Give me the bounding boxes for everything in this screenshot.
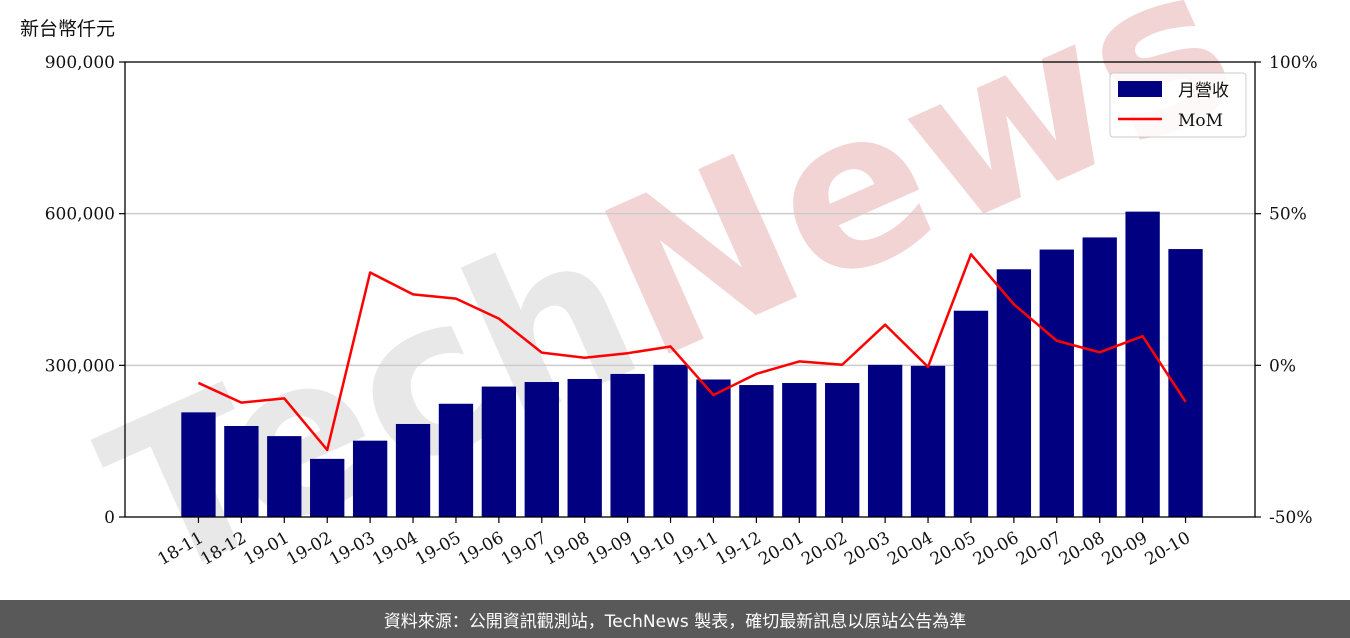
bar (224, 426, 259, 517)
x-tick-label: 20-04 (884, 528, 936, 570)
bar (696, 379, 731, 517)
source-footer: 資料來源：公開資訊觀測站，TechNews 製表，確切最新訊息以原站公告為準 (0, 600, 1350, 638)
x-tick-label: 20-06 (970, 528, 1022, 570)
bar-series (181, 211, 1203, 517)
plot-frame (124, 61, 1256, 518)
x-tick-label: 19-11 (670, 528, 722, 570)
mom-line (197, 253, 1187, 452)
bar (653, 364, 688, 517)
watermark-news: News (569, 0, 1267, 409)
legend-label-revenue: 月營收 (1178, 81, 1229, 101)
x-tick-label: 20-05 (927, 528, 979, 570)
y-tick-label: 300,000 (45, 356, 115, 376)
y-tick-label: 900,000 (45, 53, 115, 73)
x-tick-label: 19-09 (584, 528, 636, 570)
x-tick-label: 19-08 (541, 528, 593, 570)
y-tick-label: 0 (104, 508, 115, 528)
revenue-chart: TechNews 0300,000600,000900,000-50%0%50%… (45, 0, 1318, 600)
x-tick-label: 20-09 (1099, 528, 1151, 570)
x-tick-label: 20-01 (755, 528, 807, 570)
x-tick-label: 20-08 (1056, 528, 1108, 570)
bar (524, 382, 559, 517)
bar (352, 440, 388, 517)
line-series (197, 253, 1187, 452)
legend-label-mom: MoM (1178, 111, 1223, 131)
bar (996, 269, 1032, 517)
y2-tick-label: 50% (1269, 205, 1307, 225)
bar (181, 412, 216, 517)
bar (739, 385, 774, 517)
x-tick-label: 20-10 (1142, 528, 1194, 570)
bar (610, 373, 645, 517)
x-tick-label: 19-10 (627, 528, 679, 570)
bar (1125, 211, 1160, 517)
y2-tick-label: -50% (1269, 508, 1313, 528)
bar (1039, 249, 1074, 517)
y-tick-label: 600,000 (45, 205, 115, 225)
legend-swatch-bar (1118, 81, 1162, 97)
bar (310, 458, 345, 517)
x-tick-label: 19-06 (455, 528, 507, 570)
y-axis-label: 新台幣仟元 (20, 18, 116, 40)
y2-tick-label: 0% (1269, 356, 1296, 376)
x-tick-label: 19-05 (412, 528, 464, 570)
bar (267, 436, 302, 517)
x-tick-label: 19-07 (498, 528, 550, 570)
bar (910, 365, 946, 517)
bar (953, 310, 989, 517)
bar (825, 383, 860, 517)
bar (438, 403, 474, 517)
bar (395, 423, 431, 517)
bar (1082, 237, 1117, 517)
bar (567, 378, 602, 517)
x-tick-label: 20-03 (841, 528, 893, 570)
x-tick-label: 20-07 (1013, 528, 1065, 570)
x-tick-label: 19-12 (712, 528, 764, 570)
bar (782, 383, 817, 517)
bar (867, 364, 903, 517)
legend: 月營收 MoM (1109, 72, 1247, 138)
bar (481, 386, 517, 517)
y2-tick-label: 100% (1269, 53, 1318, 73)
x-tick-label: 20-02 (798, 528, 850, 570)
